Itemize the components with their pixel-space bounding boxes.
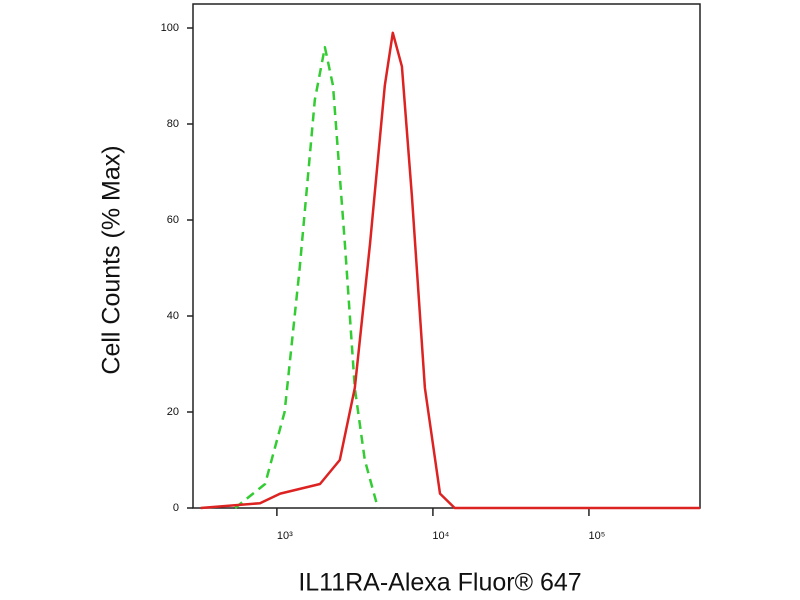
- x-tick-label: 10³: [277, 530, 293, 542]
- series-line: [234, 45, 380, 509]
- y-tick-label: 100: [161, 22, 179, 34]
- x-tick-label: 10⁴: [432, 530, 449, 542]
- y-tick-label: 20: [167, 406, 179, 418]
- x-axis-title: IL11RA-Alexa Fluor® 647: [298, 569, 581, 597]
- series-line: [200, 31, 700, 510]
- y-tick-label: 0: [173, 502, 179, 514]
- x-tick-label: 10⁵: [589, 530, 606, 542]
- y-tick-label: 40: [167, 310, 179, 322]
- y-tick-label: 60: [167, 214, 179, 226]
- y-axis-title: Cell Counts (% Max): [98, 145, 126, 374]
- plot-frame: [192, 3, 701, 509]
- y-tick-label: 80: [167, 118, 179, 130]
